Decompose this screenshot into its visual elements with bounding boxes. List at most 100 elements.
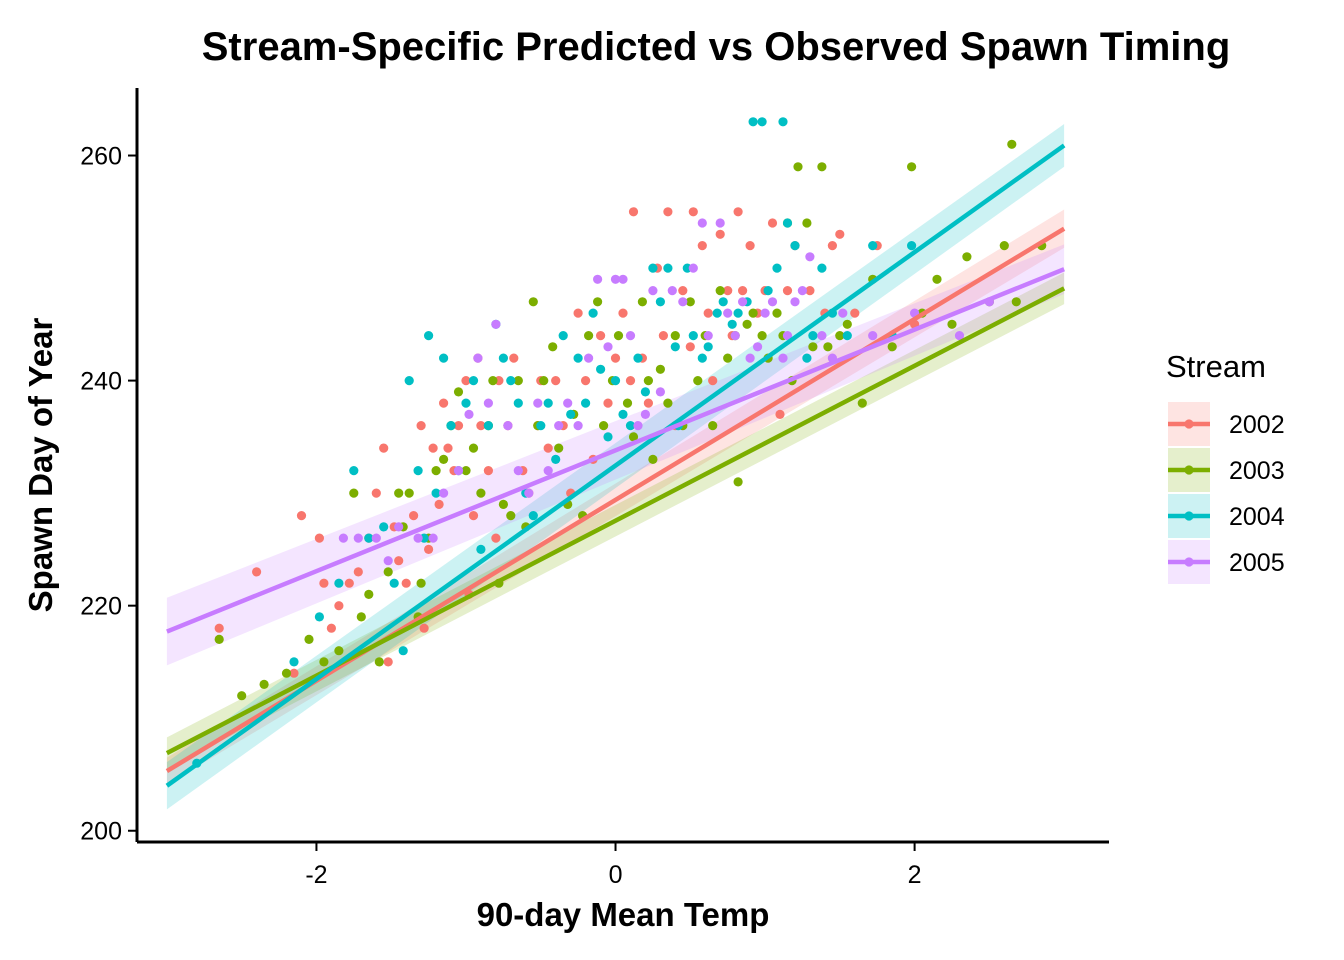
data-point-2002 (827, 241, 838, 251)
data-point-2002 (439, 398, 449, 408)
data-point-2003 (708, 421, 718, 431)
data-point-2005 (703, 331, 713, 341)
data-point-2004 (468, 376, 479, 386)
x-ticks: -2 0 2 (305, 842, 922, 889)
data-point-2003 (648, 454, 658, 464)
data-point-2005 (640, 409, 651, 419)
data-point-2003 (383, 567, 393, 577)
data-point-2004 (498, 353, 508, 363)
legend-label-2005: 2005 (1229, 549, 1285, 577)
data-point-2003 (772, 308, 782, 318)
data-point-2003 (999, 241, 1009, 251)
data-point-2003 (670, 331, 680, 341)
data-point-2002 (326, 623, 336, 633)
data-point-2002 (409, 510, 419, 521)
data-point-2004 (483, 421, 493, 431)
x-tick-label: -2 (305, 861, 327, 889)
data-point-2004 (424, 331, 434, 341)
fit-line-2003 (165, 286, 1066, 756)
data-point-2004 (763, 286, 773, 296)
data-point-2002 (775, 409, 785, 419)
data-point-2003 (793, 162, 803, 172)
data-point-2003 (628, 432, 639, 442)
data-point-2004 (461, 398, 471, 408)
data-point-2005 (760, 308, 770, 318)
data-point-2004 (842, 331, 852, 341)
data-point-2005 (394, 522, 404, 532)
data-point-2002 (419, 623, 429, 633)
data-point-2005 (584, 353, 594, 363)
data-point-2002 (434, 499, 444, 509)
data-point-2004 (588, 308, 598, 318)
data-point-2003 (488, 376, 498, 386)
data-point-2004 (610, 376, 621, 386)
data-point-2003 (416, 578, 426, 588)
data-point-2002 (383, 657, 393, 667)
data-point-2005 (790, 297, 800, 307)
data-point-2004 (364, 533, 374, 543)
data-point-2003 (349, 488, 359, 498)
data-point-2003 (655, 364, 666, 374)
data-point-2004 (808, 331, 818, 341)
y-tick-label: 200 (80, 818, 122, 846)
data-point-2002 (379, 443, 389, 453)
data-point-2004 (817, 263, 827, 273)
data-point-2003 (723, 353, 733, 363)
fit-lines (165, 143, 1066, 788)
data-point-2004 (536, 421, 546, 431)
x-tick-label: 0 (609, 861, 623, 889)
data-point-2005 (688, 263, 698, 273)
data-point-2005 (723, 308, 733, 318)
data-point-2002 (581, 376, 591, 386)
data-point-2003 (857, 398, 867, 408)
data-point-2004 (868, 241, 878, 251)
legend-key-point-2005 (1184, 557, 1194, 567)
data-point-2004 (476, 544, 486, 555)
data-point-2004 (907, 241, 917, 251)
data-point-2005 (753, 342, 763, 352)
data-point-2003 (685, 297, 695, 307)
data-point-2005 (817, 331, 827, 341)
data-point-2004 (439, 353, 449, 363)
data-point-2003 (1007, 139, 1017, 149)
data-point-2002 (663, 207, 673, 217)
data-point-2004 (558, 331, 568, 341)
y-tick-label: 240 (80, 368, 122, 396)
data-point-2002 (596, 331, 606, 341)
data-point-2005 (573, 421, 583, 431)
data-point-2003 (742, 319, 752, 329)
data-point-2005 (805, 252, 815, 262)
data-point-2003 (599, 421, 609, 431)
x-axis-title: 90-day Mean Temp (477, 896, 770, 933)
data-point-2004 (431, 488, 441, 498)
legend-label-2004: 2004 (1229, 503, 1285, 531)
data-point-2004 (703, 342, 713, 352)
data-point-2004 (379, 522, 389, 532)
data-point-2002 (314, 533, 324, 543)
data-point-2003 (802, 218, 812, 228)
data-point-2005 (610, 274, 621, 284)
data-point-2002 (551, 376, 561, 386)
data-point-2002 (697, 241, 707, 251)
y-tick-label: 260 (80, 143, 122, 171)
data-point-2004 (633, 353, 643, 363)
data-point-2002 (625, 376, 636, 386)
data-point-2005 (483, 398, 493, 408)
data-point-2003 (453, 387, 464, 397)
data-point-2002 (835, 229, 845, 239)
data-point-2005 (524, 488, 534, 498)
data-point-2005 (838, 308, 848, 318)
data-point-2005 (338, 533, 348, 543)
data-point-2002 (416, 421, 426, 431)
data-point-2003 (506, 510, 516, 521)
data-point-2002 (573, 308, 583, 318)
data-point-2002 (461, 376, 471, 386)
data-point-2004 (727, 319, 737, 329)
data-point-2003 (439, 454, 449, 464)
data-point-2002 (733, 207, 743, 217)
data-point-2003 (663, 398, 673, 408)
data-point-2004 (566, 409, 576, 419)
data-point-2002 (296, 510, 307, 521)
data-point-2002 (428, 443, 438, 453)
